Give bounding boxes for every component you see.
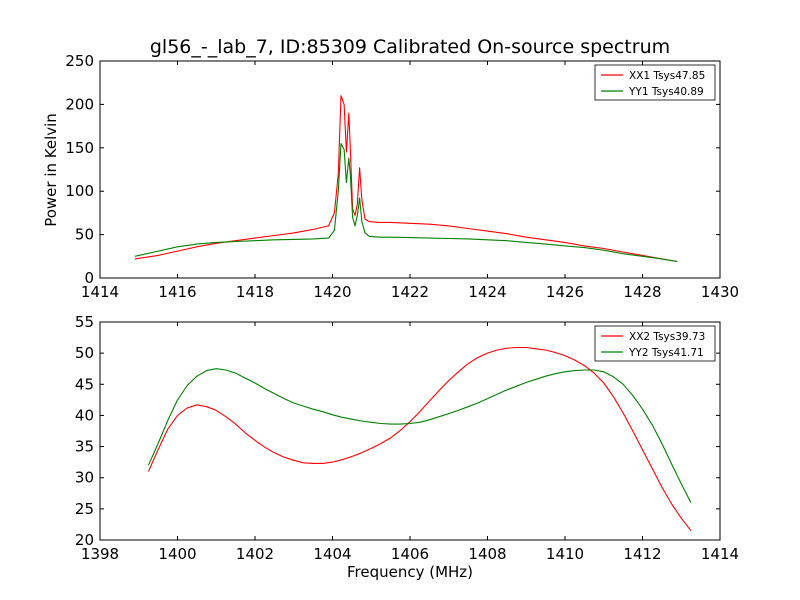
x-tick-label: 1414	[701, 545, 739, 563]
series-line-top-2	[134, 142, 678, 263]
x-tick-label: 1412	[623, 545, 661, 563]
x-tick-label: 1404	[313, 545, 351, 563]
y-tick-label: 150	[65, 139, 94, 157]
x-tick-label: 1410	[546, 545, 584, 563]
x-tick-label: 1418	[236, 283, 274, 301]
series-line-bottom-1	[147, 346, 692, 532]
legend-entry: XX1 Tsys47.85	[629, 70, 705, 82]
series-line-bottom-2	[147, 368, 692, 503]
y-tick-label: 30	[75, 469, 94, 487]
y-tick-label: 25	[75, 500, 94, 518]
x-tick-label: 1408	[468, 545, 506, 563]
x-tick-label: 1422	[391, 283, 429, 301]
x-tick-label: 1400	[158, 545, 196, 563]
x-tick-label: 1398	[81, 545, 119, 563]
x-tick-label: 1406	[391, 545, 429, 563]
y-tick-label: 35	[75, 438, 94, 456]
y-tick-label: 100	[65, 182, 94, 200]
x-tick-label: 1424	[468, 283, 506, 301]
y-tick-label: 40	[75, 406, 94, 424]
y-tick-label: 250	[65, 52, 94, 70]
legend: XX2 Tsys39.73 YY2 Tsys41.71	[594, 325, 716, 362]
x-tick-label: 1414	[81, 283, 119, 301]
y-tick-label: 20	[75, 531, 94, 549]
y-tick-label: 55	[75, 313, 94, 331]
x-tick-label: 1420	[313, 283, 351, 301]
legend-box	[594, 64, 716, 101]
x-tick-label: 1430	[701, 283, 739, 301]
y-tick-label: 50	[75, 344, 94, 362]
y-tick-label: 200	[65, 95, 94, 113]
x-tick-label: 1426	[546, 283, 584, 301]
series-line-top-1	[134, 95, 678, 263]
x-tick-label: 1416	[158, 283, 196, 301]
bottom-panel: 1398 1400 1402 1404 1406 1408 1410 1412 1414 20 25…	[75, 313, 739, 563]
y-tick-label: 0	[84, 269, 94, 287]
legend-entry: YY2 Tsys41.71	[628, 347, 704, 359]
chart-title: gl56_-_lab_7, ID:85309 Calibrated On-sou…	[150, 36, 670, 58]
legend-entry: XX2 Tsys39.73	[629, 331, 705, 343]
legend-entry: YY1 Tsys40.89	[628, 86, 704, 98]
y-tick-label: 50	[75, 226, 94, 244]
legend: XX1 Tsys47.85 YY1 Tsys40.89	[594, 64, 716, 101]
legend-box	[594, 325, 716, 362]
y-tick-label: 45	[75, 375, 94, 393]
top-panel: 1414 1416 1418 1420 1422 1424 1426 1428 1430 0 50 1…	[65, 52, 739, 301]
x-tick-label: 1402	[236, 545, 274, 563]
bottom-x-axis-title: Frequency (MHz)	[347, 563, 473, 581]
top-y-axis-title: Power in Kelvin	[42, 113, 60, 227]
x-tick-label: 1428	[623, 283, 661, 301]
